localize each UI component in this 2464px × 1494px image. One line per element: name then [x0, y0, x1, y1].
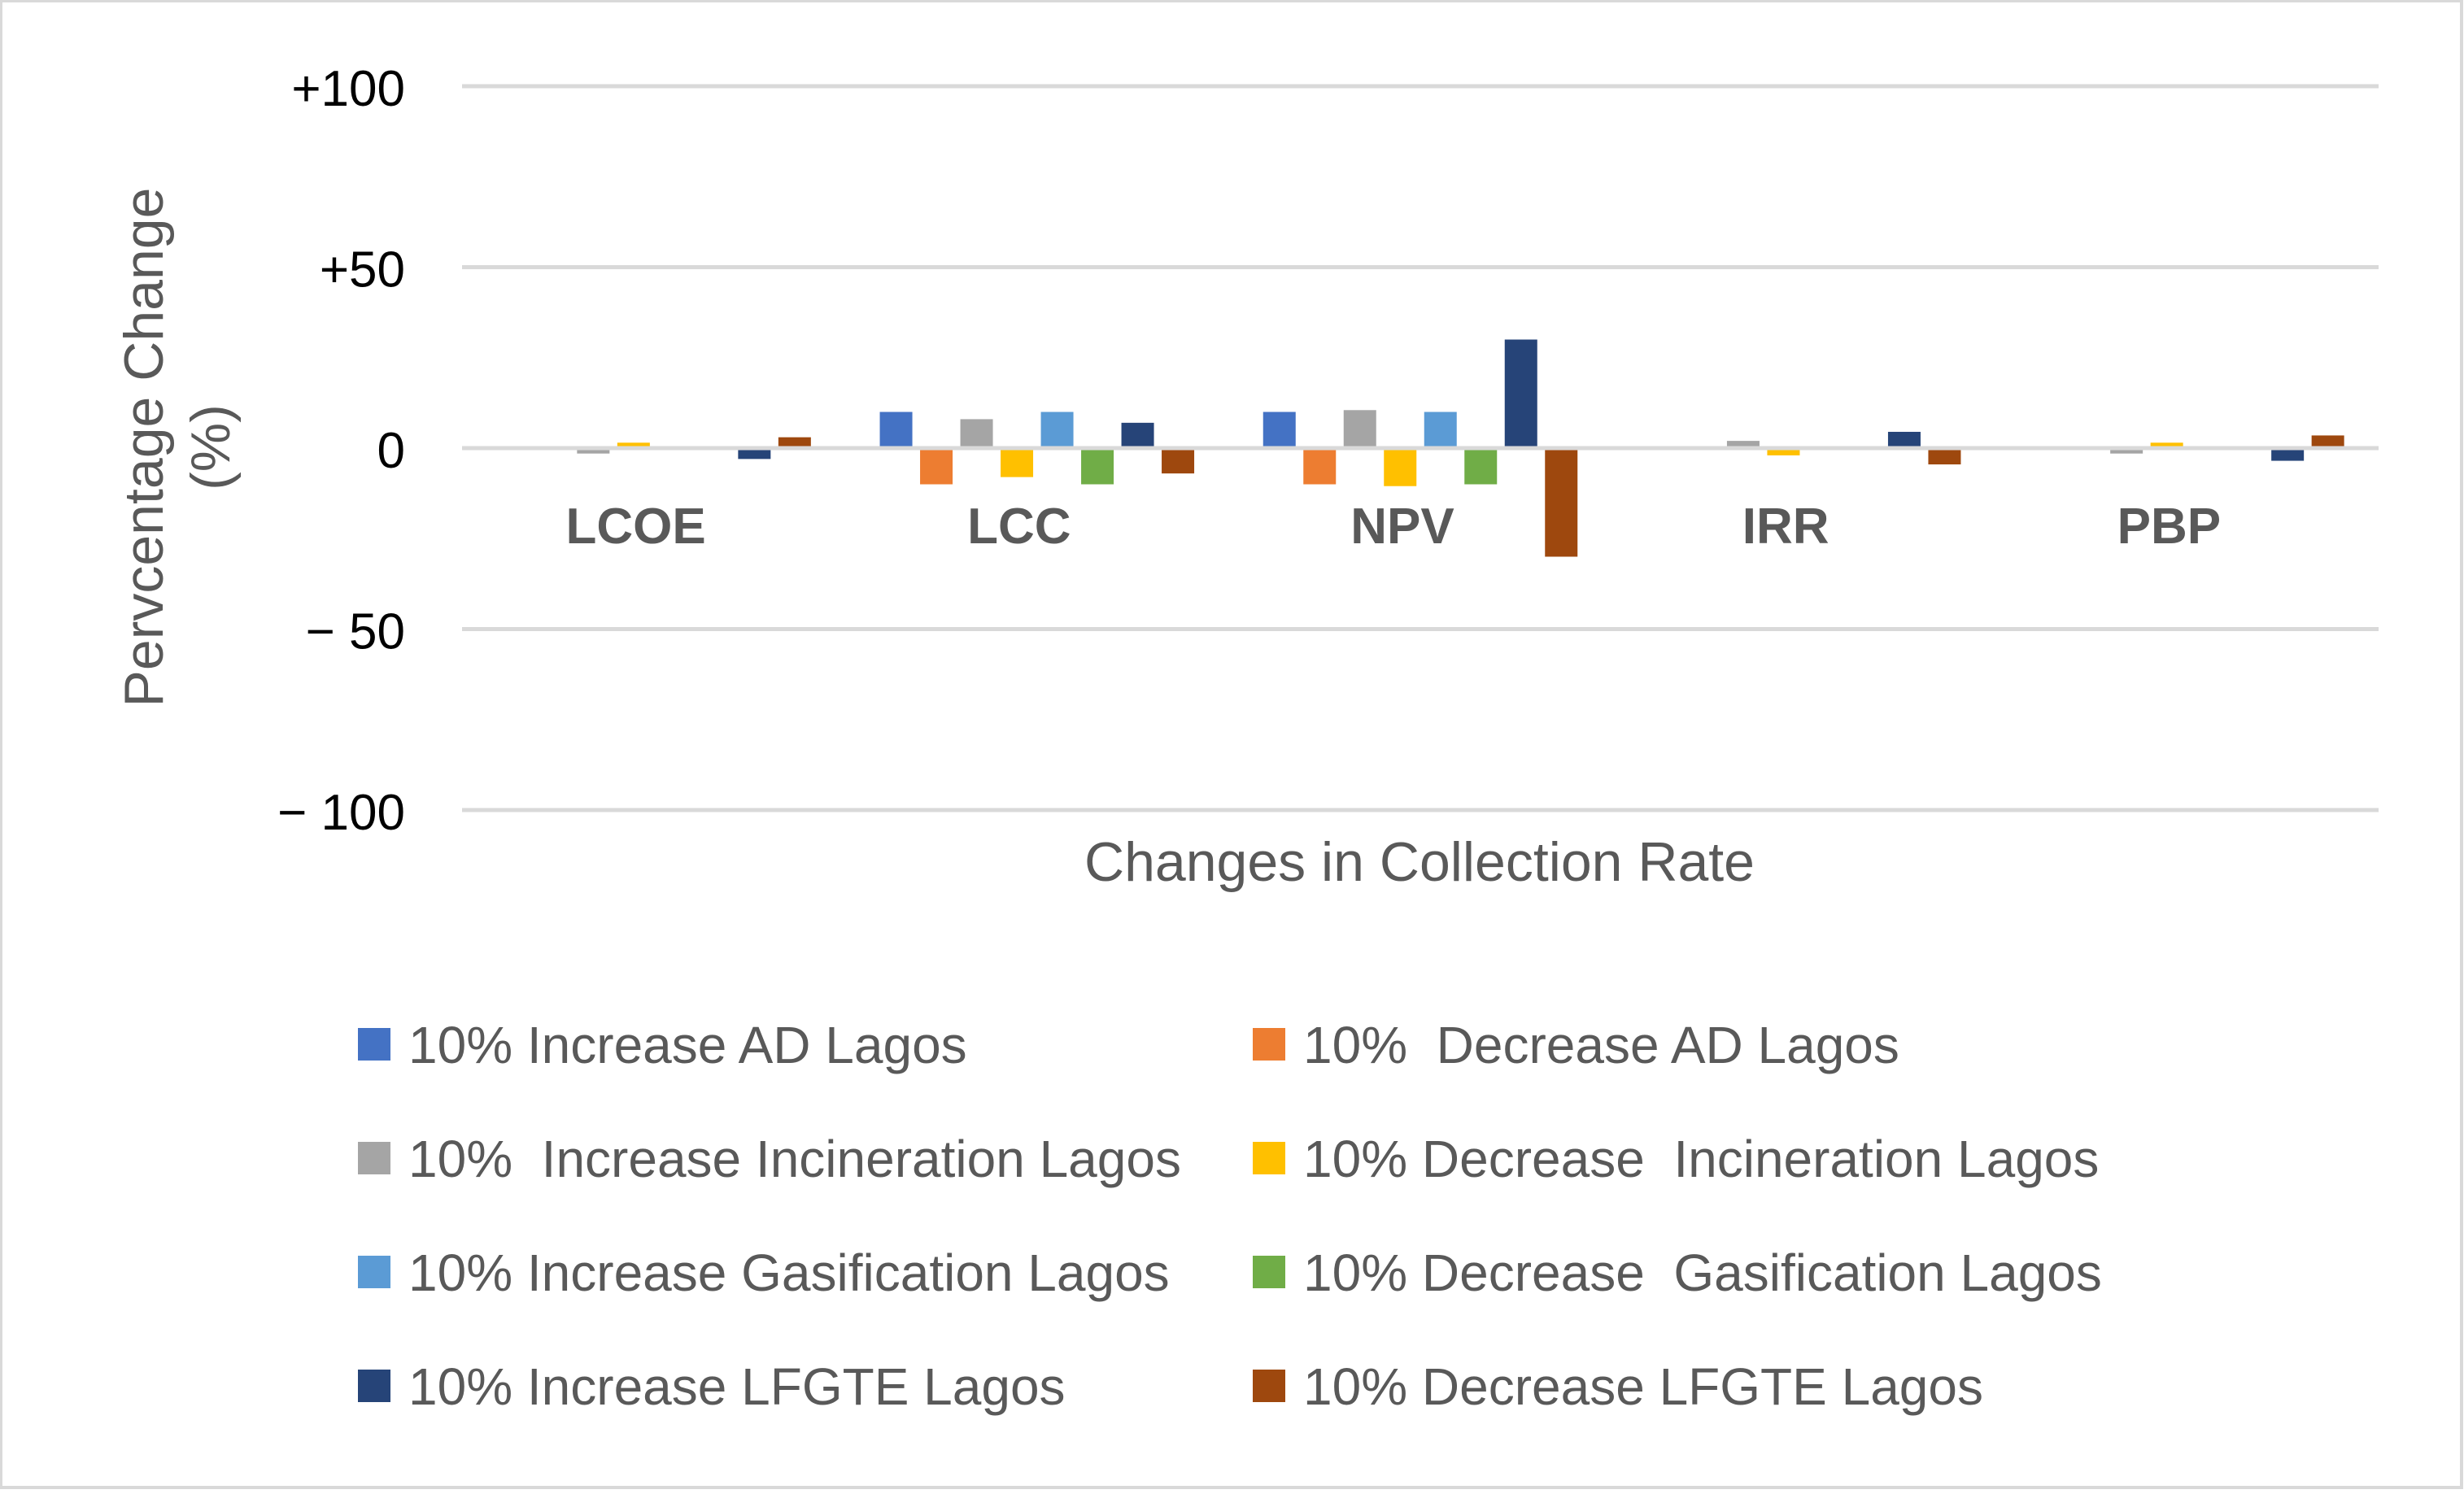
- bar: [1040, 412, 1074, 448]
- legend-item: 10% Decrease Incineration Lagos: [1253, 1130, 2099, 1188]
- bar: [1504, 339, 1537, 448]
- y-axis-title-line1: Pervcentage Change: [113, 188, 175, 708]
- bar: [1263, 412, 1296, 448]
- x-axis-title: Changes in Collection Rate: [1084, 831, 1755, 893]
- legend-swatch: [358, 1370, 390, 1402]
- x-category-label: NPV: [1350, 499, 1454, 555]
- bars: [462, 339, 2379, 557]
- bar: [1464, 448, 1498, 485]
- legend-label: 10% Increase Incineration Lagos: [408, 1130, 1181, 1188]
- y-tick-label: +100: [291, 61, 405, 117]
- x-axis-categories: LCOE LCC NPV IRR PBP: [565, 499, 2221, 555]
- legend-label: 10% Decrease AD Lagos: [1303, 1016, 1899, 1074]
- bar: [2150, 442, 2183, 448]
- x-category-label: LCC: [967, 499, 1071, 555]
- bar: [1001, 448, 1034, 477]
- bar: [2311, 435, 2344, 448]
- y-tick-label: +50: [320, 242, 405, 298]
- bar: [1767, 448, 1800, 455]
- bar: [879, 412, 913, 448]
- bar: [2271, 448, 2305, 461]
- y-tick-label: 0: [377, 423, 405, 479]
- legend-label: 10% Decrease Incineration Lagos: [1303, 1130, 2099, 1188]
- legend-swatch: [358, 1142, 390, 1174]
- y-tick-label: − 50: [306, 604, 405, 660]
- legend-label: 10% Increase AD Lagos: [408, 1016, 967, 1074]
- legend-item: 10% Decrease AD Lagos: [1253, 1016, 1899, 1074]
- bar: [1887, 431, 1921, 448]
- bar: [1384, 448, 1417, 486]
- bar: [2110, 448, 2143, 454]
- legend-swatch: [1253, 1256, 1285, 1288]
- bar: [1121, 422, 1154, 448]
- legend-label: 10% Decrease Gasification Lagos: [1303, 1244, 2102, 1302]
- bar: [617, 442, 650, 448]
- legend-label: 10% Increase Gasification Lagos: [408, 1244, 1170, 1302]
- bar: [738, 448, 771, 460]
- bar: [960, 419, 993, 448]
- bar: [1303, 448, 1337, 485]
- x-category-label: PBP: [2117, 499, 2221, 555]
- legend-item: 10% Increase Gasification Lagos: [358, 1244, 1170, 1302]
- y-axis-title: Pervcentage Change (%): [113, 188, 242, 708]
- bar: [1726, 441, 1760, 448]
- legend-item: 10% Increase LFGTE Lagos: [358, 1357, 1066, 1416]
- bar: [1343, 410, 1376, 448]
- bar: [1545, 448, 1578, 557]
- legend-label: 10% Increase LFGTE Lagos: [408, 1357, 1066, 1416]
- legend-swatch: [358, 1028, 390, 1061]
- y-axis-ticks: +100 +50 0 − 50 − 100: [277, 61, 405, 841]
- legend-item: 10% Increase AD Lagos: [358, 1016, 967, 1074]
- legend-item: 10% Increase Incineration Lagos: [358, 1130, 1181, 1188]
- bar: [1081, 448, 1114, 485]
- bar: [1162, 448, 1195, 474]
- legend-swatch: [358, 1256, 390, 1288]
- bar: [920, 448, 953, 485]
- x-category-label: LCOE: [565, 499, 705, 555]
- y-axis-title-line2: (%): [180, 404, 242, 490]
- bar: [1424, 412, 1457, 448]
- legend: 10% Increase AD Lagos 10% Decrease AD Lag…: [358, 1016, 2102, 1416]
- bar: [1928, 448, 1961, 465]
- legend-swatch: [1253, 1142, 1285, 1174]
- legend-swatch: [1253, 1370, 1285, 1402]
- legend-swatch: [1253, 1028, 1285, 1061]
- x-category-label: IRR: [1742, 499, 1829, 555]
- y-tick-label: − 100: [277, 785, 405, 841]
- legend-item: 10% Decrease LFGTE Lagos: [1253, 1357, 1983, 1416]
- bar: [577, 448, 610, 454]
- legend-label: 10% Decrease LFGTE Lagos: [1303, 1357, 1983, 1416]
- legend-item: 10% Decrease Gasification Lagos: [1253, 1244, 2102, 1302]
- bar: [778, 437, 811, 448]
